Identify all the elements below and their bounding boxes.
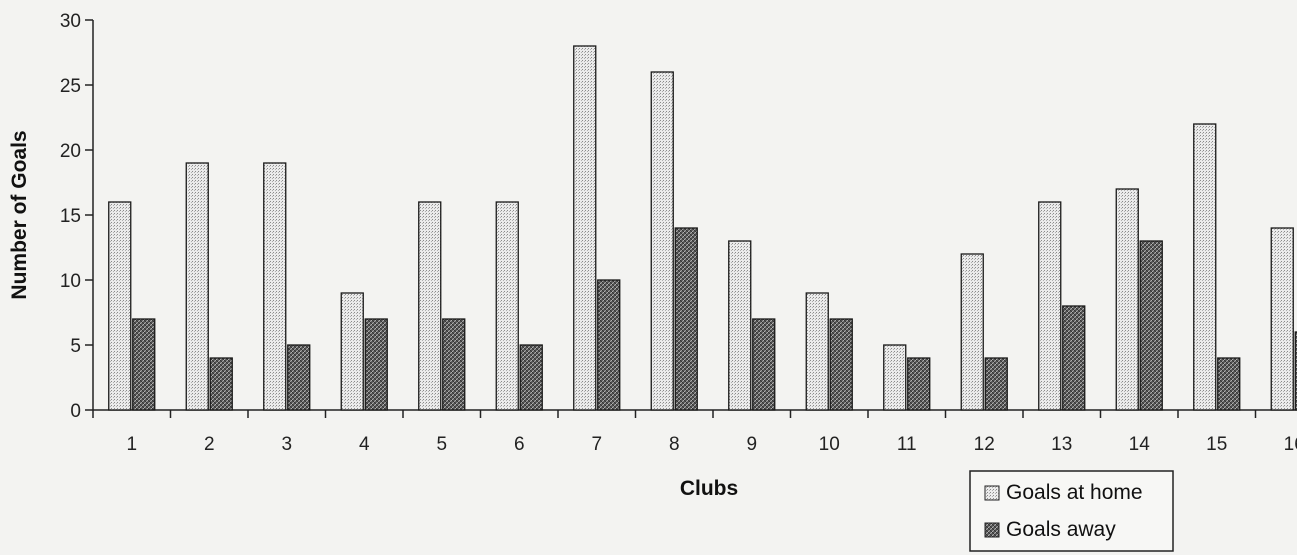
- x-tick-label: 6: [514, 434, 525, 455]
- bar-goals-away: [984, 357, 1008, 411]
- x-tick-label: 1: [126, 434, 137, 455]
- x-tick-label: 16: [1284, 434, 1297, 455]
- x-tick-label: 11: [897, 434, 917, 455]
- bar-goals-at-home: [728, 240, 752, 411]
- y-tick-label: 20: [60, 141, 81, 162]
- x-tick-label: 12: [974, 434, 995, 455]
- bar-goals-away: [519, 344, 543, 411]
- bar-goals-at-home: [805, 292, 829, 411]
- x-tick-label: 5: [436, 434, 447, 455]
- x-tick-label: 8: [669, 434, 680, 455]
- bar-goals-away: [1062, 305, 1086, 411]
- bar-goals-away: [209, 357, 233, 411]
- bar-goals-away: [132, 318, 156, 411]
- x-tick-label: 14: [1129, 434, 1151, 455]
- bar-goals-at-home: [495, 201, 519, 411]
- y-tick-label: 25: [60, 76, 81, 97]
- bar-goals-at-home: [1038, 201, 1062, 411]
- bar-goals-at-home: [340, 292, 364, 411]
- y-axis-title: Number of Goals: [8, 130, 31, 299]
- x-tick-label: 2: [204, 434, 215, 455]
- x-ticks: 12345678910111213141516: [92, 410, 1297, 455]
- bar-goals-away: [287, 344, 311, 411]
- bar-goals-away: [674, 227, 698, 411]
- x-tick-label: 7: [591, 434, 602, 455]
- x-tick-label: 10: [819, 434, 840, 455]
- legend-swatch-home: [984, 485, 1000, 501]
- legend: Goals at home Goals away: [969, 470, 1174, 552]
- x-tick-label: 4: [359, 434, 370, 455]
- y-tick-label: 0: [70, 401, 81, 422]
- x-tick-label: 9: [746, 434, 757, 455]
- bar-goals-at-home: [1270, 227, 1294, 411]
- bar-goals-at-home: [1193, 123, 1217, 411]
- bar-goals-at-home: [960, 253, 984, 411]
- bar-goals-away: [1139, 240, 1163, 411]
- y-ticks: 0 5 10 15 20 25 30: [60, 11, 93, 422]
- bars: [108, 45, 1297, 411]
- legend-box: [969, 470, 1174, 552]
- legend-label-away: Goals away: [1006, 518, 1116, 541]
- y-tick-label: 15: [60, 206, 81, 227]
- bar-goals-at-home: [573, 45, 597, 411]
- bar-goals-away: [1294, 331, 1297, 411]
- bar-goals-at-home: [650, 71, 674, 411]
- bar-goals-at-home: [185, 162, 209, 411]
- legend-swatch-away: [984, 522, 1000, 538]
- y-tick-label: 5: [70, 336, 81, 357]
- bar-goals-away: [597, 279, 621, 411]
- bar-goals-away: [364, 318, 388, 411]
- x-tick-label: 13: [1051, 434, 1072, 455]
- bar-goals-at-home: [883, 344, 907, 411]
- bar-goals-at-home: [263, 162, 287, 411]
- bar-goals-at-home: [1115, 188, 1139, 411]
- bar-goals-away: [1217, 357, 1241, 411]
- bar-goals-at-home: [108, 201, 132, 411]
- bar-goals-away: [907, 357, 931, 411]
- bar-goals-away: [442, 318, 466, 411]
- bar-goals-away: [752, 318, 776, 411]
- x-axis-title: Clubs: [680, 477, 738, 500]
- y-tick-label: 30: [60, 11, 81, 32]
- x-tick-label: 3: [281, 434, 292, 455]
- bar-goals-at-home: [418, 201, 442, 411]
- y-tick-label: 10: [60, 271, 81, 292]
- x-tick-label: 15: [1206, 434, 1227, 455]
- bar-goals-away: [829, 318, 853, 411]
- legend-label-home: Goals at home: [1006, 481, 1143, 504]
